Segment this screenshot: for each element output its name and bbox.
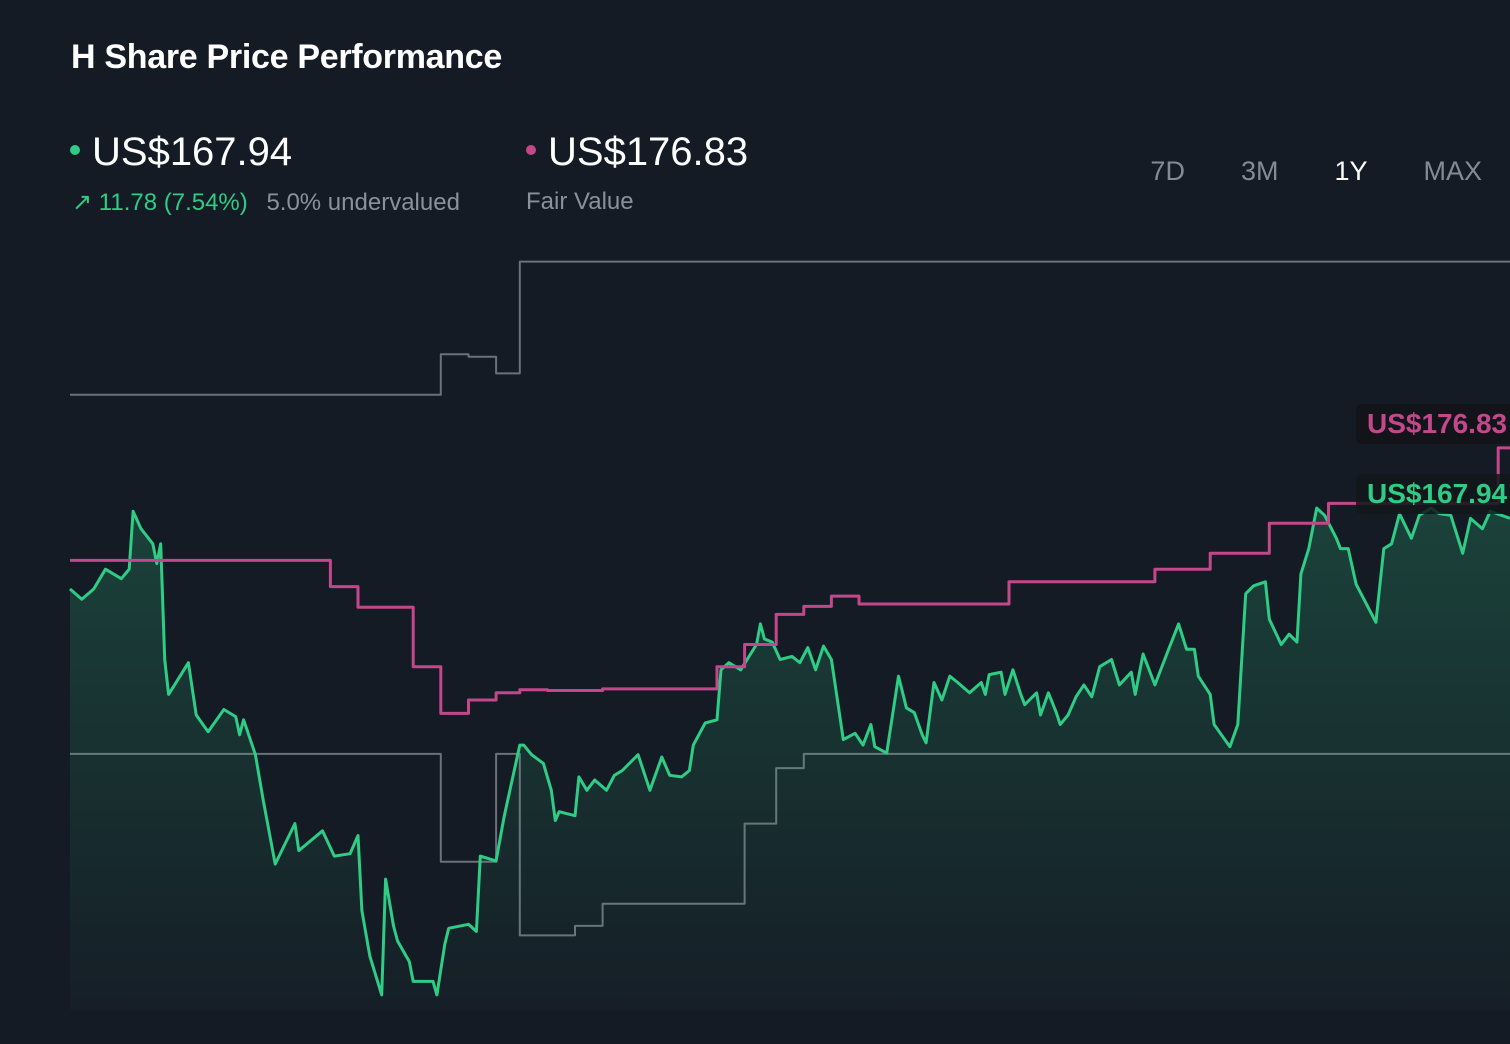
price-end-label: US$167.94 <box>1356 474 1510 514</box>
period-max[interactable]: MAX <box>1423 156 1482 186</box>
fair-value-legend-dot <box>526 145 536 156</box>
price-legend-dot <box>70 145 80 156</box>
period-1y[interactable]: 1Y <box>1334 156 1368 186</box>
page-title: H Share Price Performance <box>71 38 502 76</box>
arrow-up-right-icon: ↗ <box>72 189 93 216</box>
period-3m[interactable]: 3M <box>1240 156 1279 186</box>
fair-value-line <box>70 446 1510 715</box>
fair-value-price: US$176.83 <box>526 130 748 175</box>
fair-value-end-label: US$176.83 <box>1356 404 1510 444</box>
current-price: US$167.94 <box>70 130 292 175</box>
price-change-row: ↗ 11.78 (7.54%) 5.0% undervalued <box>72 188 460 217</box>
price-change: 11.78 (7.54%) <box>98 189 248 216</box>
current-price-value: US$167.94 <box>92 130 293 174</box>
period-selector: 7D 3M 1Y MAX <box>1150 156 1482 187</box>
fair-value-label: Fair Value <box>526 188 634 215</box>
share-price-line <box>69 506 1510 997</box>
period-7d[interactable]: 7D <box>1150 156 1185 186</box>
valuation-status: 5.0% undervalued <box>266 189 460 216</box>
fair-value-price-value: US$176.83 <box>548 130 749 174</box>
upper-range-line <box>70 260 1510 396</box>
price-area-fill <box>70 508 1510 1010</box>
